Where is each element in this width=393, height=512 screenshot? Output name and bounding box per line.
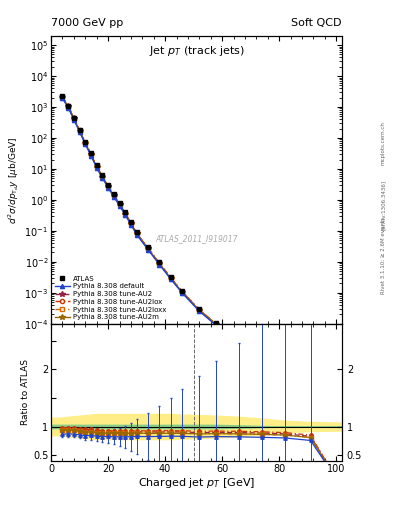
Text: Jet $p_T$ (track jets): Jet $p_T$ (track jets): [149, 45, 244, 58]
Y-axis label: Ratio to ATLAS: Ratio to ATLAS: [21, 359, 30, 425]
Text: Soft QCD: Soft QCD: [292, 18, 342, 28]
Legend: ATLAS, Pythia 8.308 default, Pythia 8.308 tune-AU2, Pythia 8.308 tune-AU2lox, Py: ATLAS, Pythia 8.308 default, Pythia 8.30…: [53, 274, 167, 322]
Text: 7000 GeV pp: 7000 GeV pp: [51, 18, 123, 28]
Text: ATLAS_2011_I919017: ATLAS_2011_I919017: [155, 234, 238, 243]
Text: Rivet 3.1.10; ≥ 2.6M events: Rivet 3.1.10; ≥ 2.6M events: [381, 218, 386, 294]
X-axis label: Charged jet $p_T$ [GeV]: Charged jet $p_T$ [GeV]: [138, 476, 255, 490]
Text: [arXiv:1306.3436]: [arXiv:1306.3436]: [381, 180, 386, 230]
Text: mcplots.cern.ch: mcplots.cern.ch: [381, 121, 386, 165]
Y-axis label: $d^2\sigma/dp_\mathrm{T_{d}}y$ [$\mu$b/GeV]: $d^2\sigma/dp_\mathrm{T_{d}}y$ [$\mu$b/G…: [6, 136, 21, 224]
